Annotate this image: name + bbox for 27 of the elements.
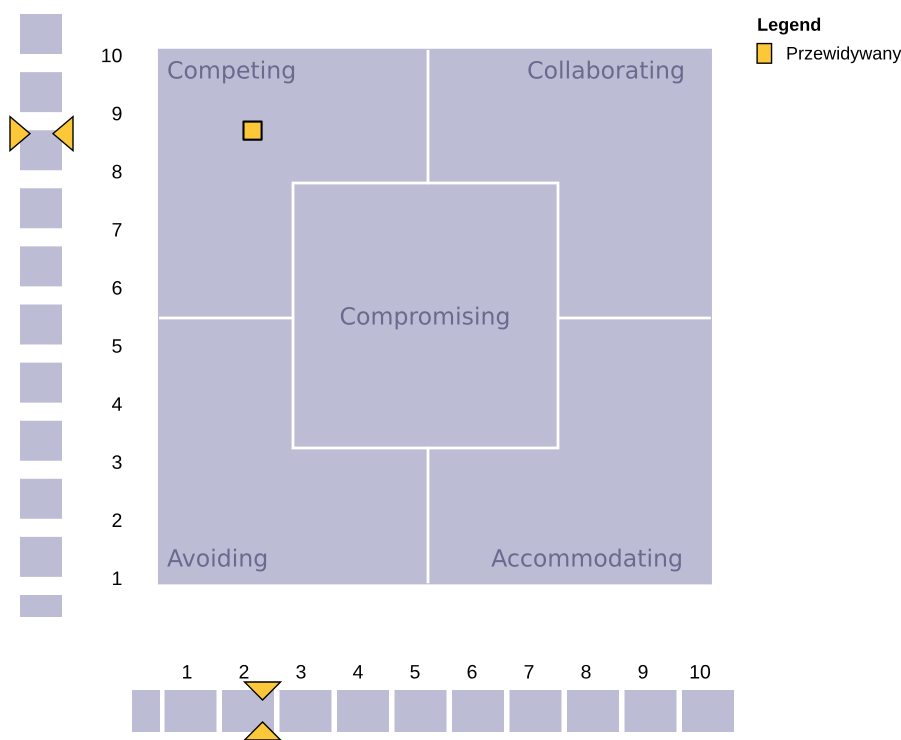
legend-title: Legend bbox=[758, 18, 820, 35]
y-tick-label: 5 bbox=[112, 339, 122, 353]
y-tick-label: 10 bbox=[102, 48, 122, 62]
legend-label: Przewidywany bbox=[787, 46, 901, 64]
x-tick-label: 8 bbox=[581, 664, 591, 679]
y-tick-label: 6 bbox=[112, 280, 122, 295]
annotation: Collaborating bbox=[528, 60, 683, 84]
annotation: Accommodating bbox=[491, 548, 681, 572]
y-tick-label: 4 bbox=[112, 397, 122, 411]
x-tick-label: 1 bbox=[183, 665, 192, 678]
annotation: Compromising bbox=[340, 306, 508, 330]
y-tick-label: 3 bbox=[112, 455, 122, 470]
y-tick-label: 2 bbox=[112, 513, 122, 527]
x-tick-label: 7 bbox=[524, 665, 534, 678]
x-tick-label: 10 bbox=[690, 664, 710, 679]
x-tick-label: 4 bbox=[353, 665, 363, 678]
x-tick-label: 3 bbox=[296, 664, 306, 679]
x-tick-label: 9 bbox=[638, 664, 648, 679]
x-tick-label: 5 bbox=[410, 665, 420, 679]
x-tick-label: 2 bbox=[240, 664, 248, 678]
y-tick-label: 8 bbox=[112, 164, 122, 179]
x-tick-label: 6 bbox=[468, 664, 477, 679]
annotation: Avoiding bbox=[167, 548, 266, 572]
y-tick-label: 1 bbox=[113, 572, 122, 586]
annotation: Competing bbox=[168, 60, 294, 84]
y-tick-label: 7 bbox=[112, 223, 122, 236]
y-tick-label: 9 bbox=[112, 106, 122, 120]
